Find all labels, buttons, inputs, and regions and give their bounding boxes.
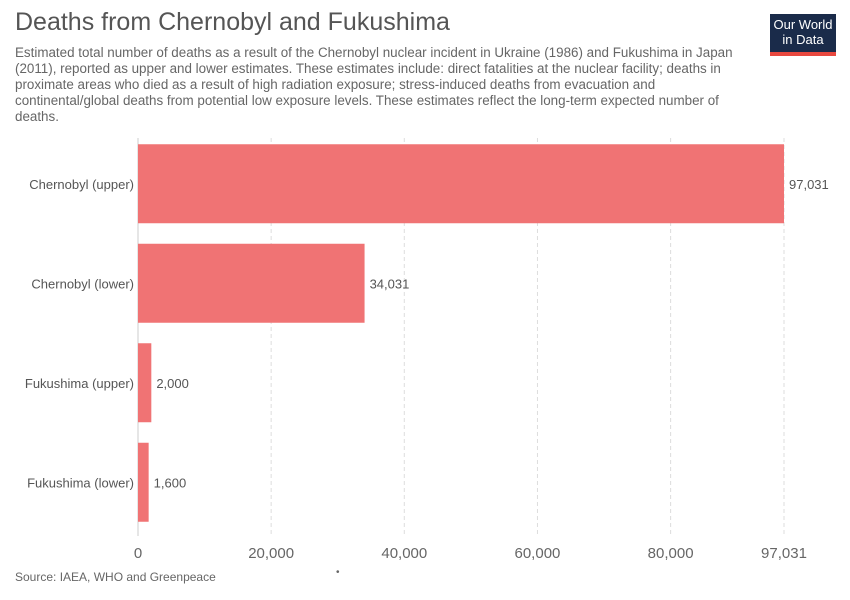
bar[interactable]: [138, 243, 365, 323]
x-tick-label: 20,000: [248, 545, 294, 562]
footer-dot: •: [336, 567, 340, 578]
labels: Chernobyl (upper) 97,031 Chernobyl (lower)…: [25, 177, 829, 491]
value-label: 97,031: [789, 177, 829, 192]
chart-subtitle: Estimated total number of deaths as a re…: [15, 45, 733, 124]
category-label: Fukushima (lower): [27, 475, 134, 490]
category-label: Chernobyl (upper): [29, 177, 134, 192]
x-tick-label: 97,031: [761, 545, 807, 562]
x-tick-label: 40,000: [381, 545, 427, 562]
value-label: 1,600: [154, 475, 187, 490]
bar[interactable]: [138, 442, 149, 522]
source-note: Source: IAEA, WHO and Greenpeace: [15, 570, 216, 584]
logo-line-1: Our World: [773, 17, 833, 32]
x-tick-label: 0: [134, 545, 142, 562]
owid-logo[interactable]: Our World in Data: [770, 14, 836, 56]
category-label: Chernobyl (lower): [31, 276, 134, 291]
bars: [138, 144, 784, 522]
logo-line-2: in Data: [782, 32, 824, 47]
value-label: 34,031: [370, 276, 410, 291]
category-label: Fukushima (upper): [25, 376, 134, 391]
bar[interactable]: [138, 144, 784, 224]
x-tick-label: 80,000: [648, 545, 694, 562]
chart-title: Deaths from Chernobyl and Fukushima: [15, 8, 450, 36]
x-tick-label: 60,000: [515, 545, 561, 562]
x-axis-ticks: 0 20,000 40,000 60,000 80,000 97,031: [134, 545, 807, 562]
bar[interactable]: [138, 343, 152, 423]
value-label: 2,000: [156, 376, 189, 391]
